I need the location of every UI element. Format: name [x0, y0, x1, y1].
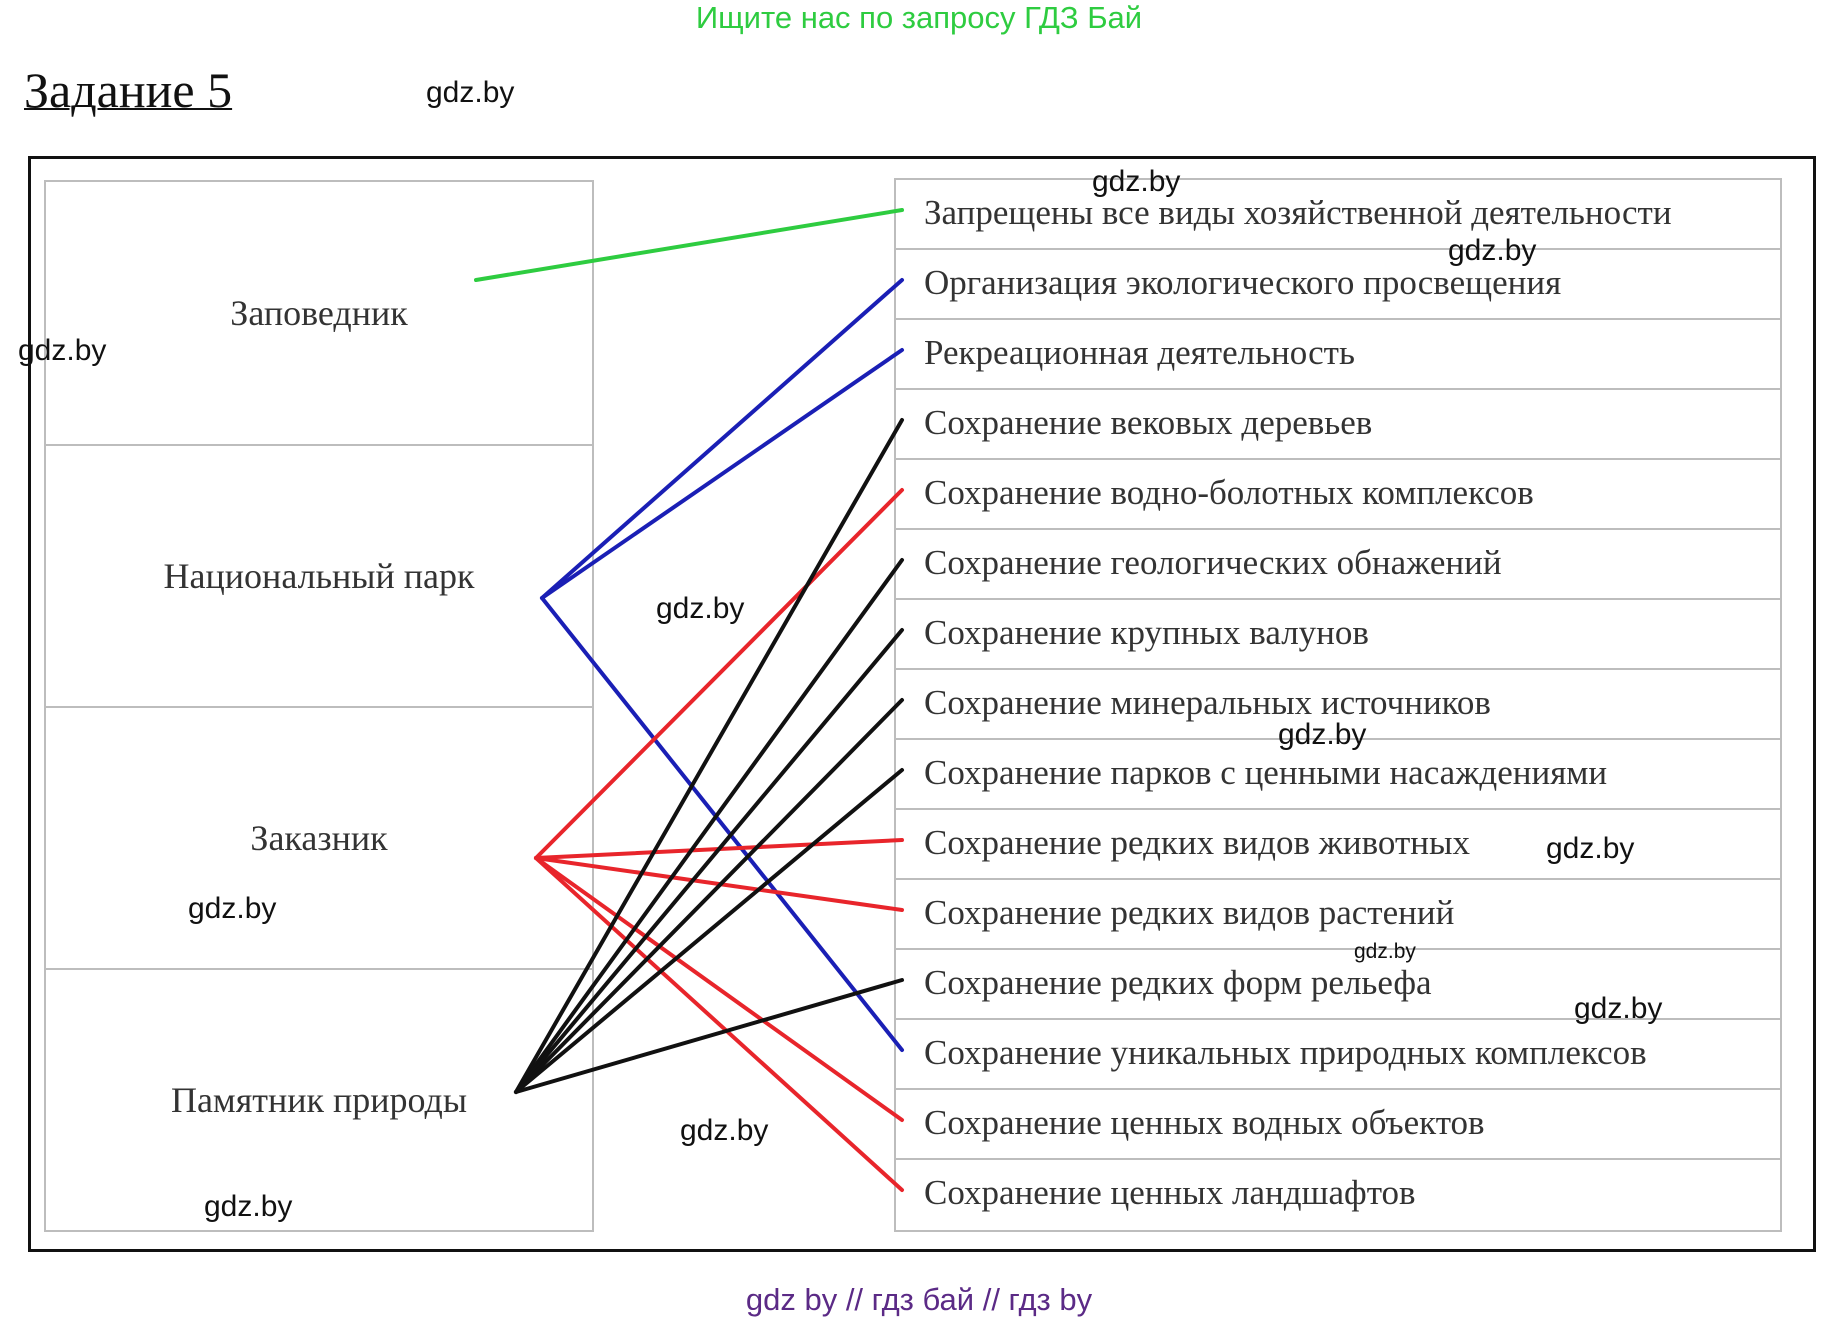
category-national-park: Национальный парк: [46, 446, 592, 708]
connection-line: [514, 978, 904, 1094]
activity-row: Запрещены все виды хозяйственной деятель…: [896, 180, 1780, 250]
activity-row: Сохранение водно-болотных комплексов: [896, 460, 1780, 530]
activity-row: Организация экологического просвещения: [896, 250, 1780, 320]
connection-line: [514, 698, 904, 1094]
watermark: gdz.by: [1092, 165, 1181, 198]
connection-line: [514, 418, 904, 1094]
activity-row: Сохранение редких форм рельефа: [896, 950, 1780, 1020]
activity-row: Сохранение уникальных природных комплекс…: [896, 1020, 1780, 1090]
connection-line: [534, 856, 904, 1192]
top-banner: Ищите нас по запросу ГДЗ Бай: [695, 0, 1143, 35]
connection-line: [540, 596, 904, 1052]
watermark: gdz.by: [204, 1190, 293, 1223]
category-nature-monument: Памятник природы: [170, 1080, 468, 1120]
watermark: gdz.by: [1574, 992, 1663, 1025]
connection-line: [534, 856, 904, 1122]
activity-row: Сохранение крупных валунов: [896, 600, 1780, 670]
activity-row: Сохранение геологических обнажений: [896, 530, 1780, 600]
task-title: Задание 5: [24, 62, 233, 118]
connection-line: [540, 348, 904, 600]
diagram-frame: [28, 156, 1816, 1252]
activity-row: Сохранение ценных ландшафтов: [924, 1173, 1416, 1212]
watermark: gdz.by: [1278, 718, 1367, 751]
watermark: gdz.by: [188, 892, 277, 925]
footer-links: gdz by // гдз бай // гдз by: [745, 1282, 1093, 1317]
watermark: gdz.by: [1354, 940, 1416, 963]
activity-row: Сохранение редких видов животных: [896, 810, 1780, 880]
connection-line: [540, 278, 904, 600]
connection-line: [514, 628, 904, 1094]
watermark: gdz.by: [1546, 832, 1635, 865]
connection-line: [514, 558, 904, 1094]
activity-row: Рекреационная деятельность: [896, 320, 1780, 390]
watermark: gdz.by: [1448, 234, 1537, 267]
category-zakaznik: Заказник: [46, 708, 592, 970]
watermark: gdz.by: [426, 76, 515, 109]
activity-row: Сохранение редких видов растений: [896, 880, 1780, 950]
category-zapovednik: Заповедник: [46, 182, 592, 446]
activity-row: Сохранение минеральных источников: [896, 670, 1780, 740]
activity-row: Сохранение вековых деревьев: [896, 390, 1780, 460]
connection-line: [514, 768, 904, 1094]
watermark: gdz.by: [656, 592, 745, 625]
connection-line: [534, 488, 904, 860]
connection-line: [474, 208, 904, 282]
watermark: gdz.by: [680, 1114, 769, 1147]
watermark: gdz.by: [18, 334, 107, 367]
activity-row: Сохранение ценных водных объектов: [896, 1090, 1780, 1160]
category-column: Заповедник Национальный парк Заказник Па…: [44, 180, 594, 1232]
activity-row: Сохранение парков с ценными насаждениями: [896, 740, 1780, 810]
